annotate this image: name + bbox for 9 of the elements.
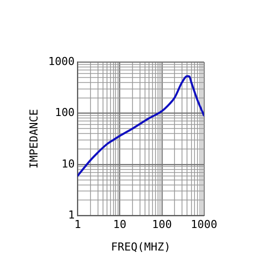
x-axis-title: FREQ(MHZ): [111, 240, 171, 254]
y-tick-label: 1: [68, 208, 75, 222]
y-tick-label: 100: [54, 106, 75, 120]
y-tick-label: 10: [61, 157, 75, 170]
x-tick-label: 1000: [190, 218, 218, 232]
x-tick-label: 100: [152, 218, 172, 232]
y-axis-title: IMPEDANCE: [27, 108, 40, 169]
y-tick-label: 1000: [48, 54, 75, 68]
x-tick-label: 10: [113, 218, 126, 232]
